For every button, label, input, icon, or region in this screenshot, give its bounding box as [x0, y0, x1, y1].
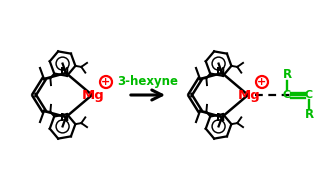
- Text: Mg: Mg: [82, 88, 104, 101]
- Text: R: R: [304, 108, 313, 122]
- Text: R: R: [283, 68, 292, 81]
- Text: Mg: Mg: [238, 88, 260, 101]
- Text: N: N: [216, 113, 226, 123]
- Text: N: N: [60, 67, 70, 77]
- Text: C: C: [305, 90, 313, 100]
- Text: N: N: [60, 113, 70, 123]
- Text: +: +: [101, 77, 111, 87]
- Text: 3-hexyne: 3-hexyne: [118, 75, 178, 88]
- Text: C: C: [283, 90, 291, 100]
- Text: N: N: [216, 67, 226, 77]
- Text: +: +: [257, 77, 267, 87]
